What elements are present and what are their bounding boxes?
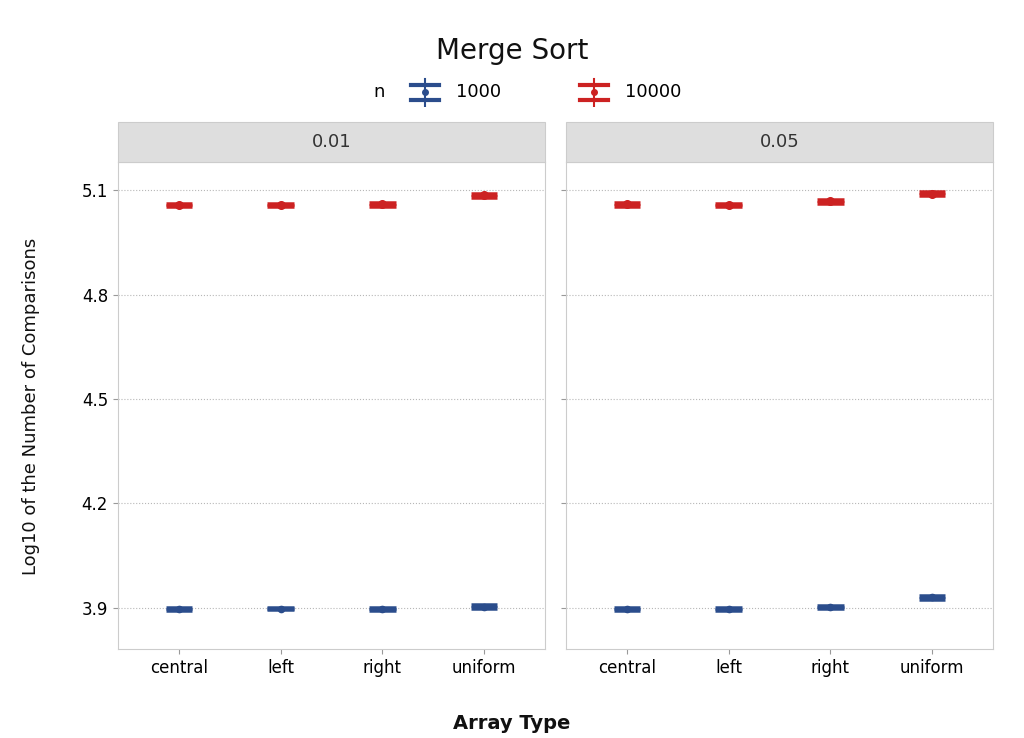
Text: 1000: 1000	[456, 83, 501, 101]
Text: Array Type: Array Type	[454, 714, 570, 733]
Text: n: n	[373, 83, 385, 101]
Text: 0.05: 0.05	[760, 133, 800, 151]
Text: 0.01: 0.01	[311, 133, 351, 151]
Text: Log10 of the Number of Comparisons: Log10 of the Number of Comparisons	[22, 238, 40, 574]
Text: 10000: 10000	[625, 83, 681, 101]
Text: Merge Sort: Merge Sort	[436, 37, 588, 65]
